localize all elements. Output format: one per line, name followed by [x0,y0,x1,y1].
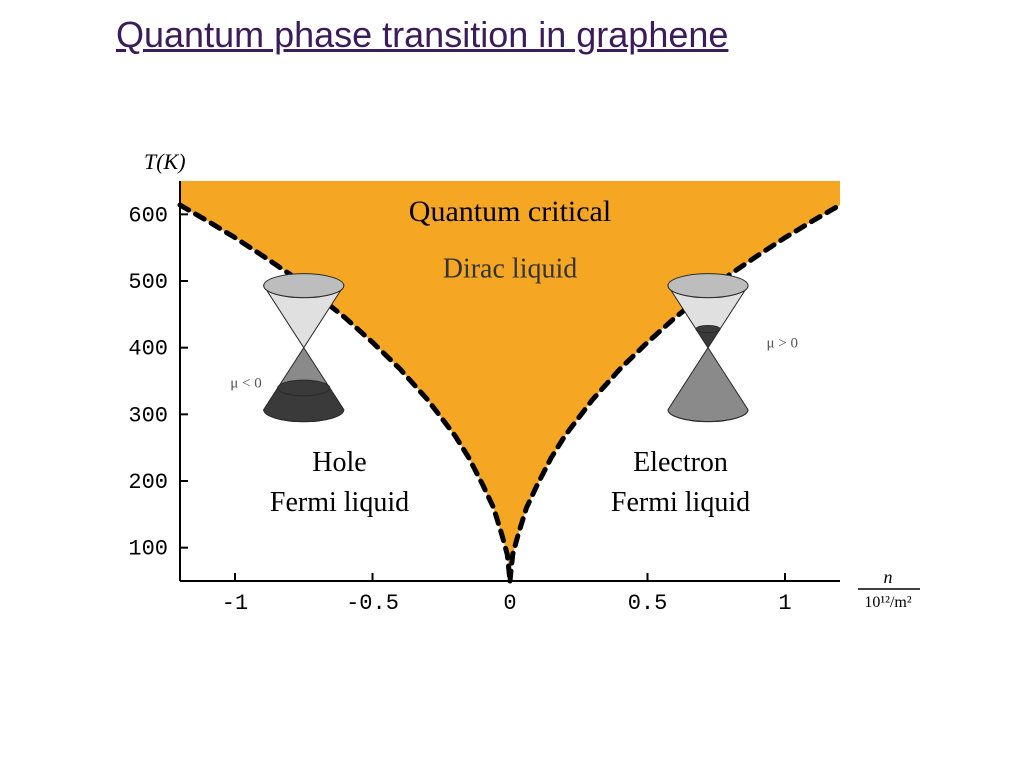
y-tick-label: 200 [128,470,168,495]
phase-diagram-svg: 100 200 300 400 500 600 -1 -0.5 0 0.5 1 T(K) n 10¹²/m… [90,150,960,650]
dirac-cone-icon [668,274,748,422]
critical-region-fill [180,181,840,581]
y-tick-label: 400 [128,337,168,362]
label-quantum_critical: Quantum critical [409,195,611,228]
y-axis-title: T(K) [144,150,186,174]
label-mu_pos: μ > 0 [766,336,798,352]
x-axis-title-numerator: n [884,567,893,587]
x-tick-label: 0.5 [628,591,668,616]
x-tick-label: 0 [503,591,516,616]
label-mu_neg: μ < 0 [230,376,262,392]
page-title: Quantum phase transition in graphene [116,14,728,56]
y-tick-label: 600 [128,203,168,228]
x-tick-label: 1 [778,591,791,616]
y-tick-label: 100 [128,537,168,562]
label-dirac_liquid: Dirac liquid [443,254,578,285]
label-elec_fl_1: Electron [633,447,728,478]
x-tick-label: -1 [222,591,248,616]
dirac-cone-icon [264,274,344,422]
label-hole_fl_1: Hole [312,447,366,478]
label-hole_fl_2: Fermi liquid [270,487,409,518]
label-elec_fl_2: Fermi liquid [611,487,750,518]
x-axis-title-denominator: 10¹²/m² [864,594,911,611]
y-tick-label: 300 [128,403,168,428]
x-tick-label: -0.5 [346,591,399,616]
y-tick-label: 500 [128,270,168,295]
phase-diagram-chart: 100 200 300 400 500 600 -1 -0.5 0 0.5 1 T(K) n 10¹²/m… [90,150,960,650]
